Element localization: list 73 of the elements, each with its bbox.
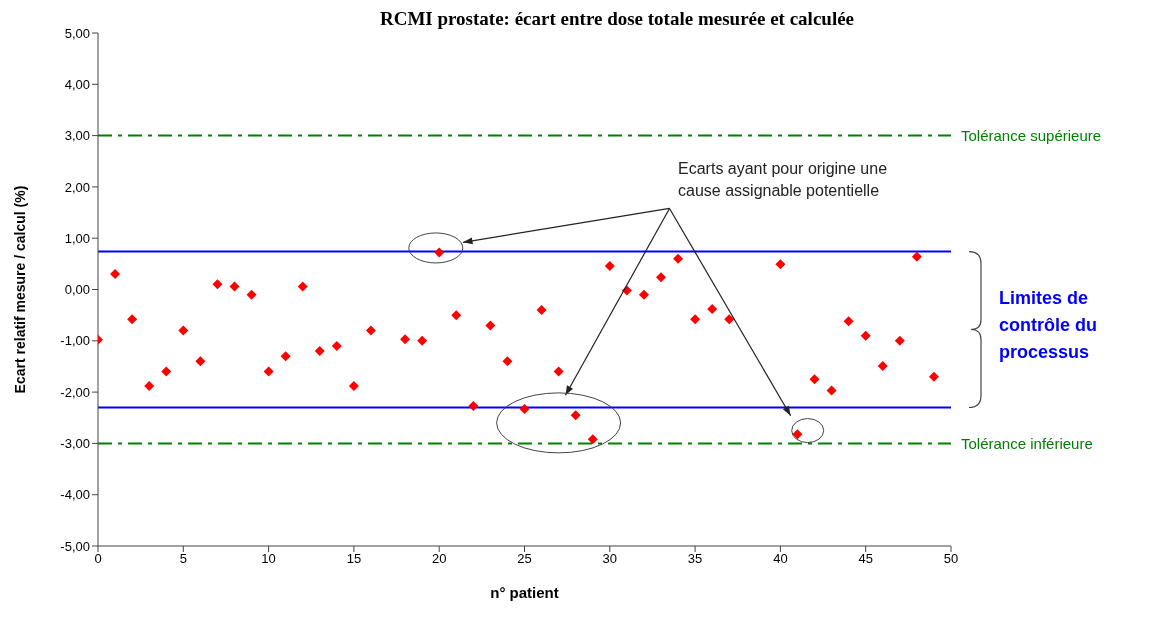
point	[707, 303, 718, 314]
point	[485, 320, 496, 331]
y-tick-label: 2,00	[64, 179, 90, 195]
x-tick-label: 0	[94, 551, 102, 567]
x-tick-label: 45	[858, 551, 873, 567]
point	[161, 366, 172, 377]
x-tick-label: 15	[346, 551, 362, 567]
y-tick-label: 0,00	[64, 282, 90, 298]
x-tick-label: 5	[179, 551, 187, 567]
point	[229, 281, 240, 292]
point	[843, 316, 854, 327]
y-tick-label: -1,00	[60, 333, 90, 349]
x-tick-label: 30	[602, 551, 618, 567]
point	[468, 400, 479, 411]
point	[195, 356, 206, 367]
point	[331, 340, 342, 351]
x-tick-label: 25	[517, 551, 532, 567]
point	[826, 385, 837, 396]
x-tick-label: 50	[943, 551, 959, 567]
point	[365, 325, 376, 336]
point	[451, 310, 462, 321]
x-axis-title: n° patient	[490, 584, 559, 601]
point	[604, 260, 615, 271]
point	[502, 356, 513, 367]
annotation: Ecarts ayant pour origine une cause assignable potentielle	[678, 159, 888, 199]
x-tick-label: 40	[773, 551, 788, 567]
y-tick-label: -3,00	[60, 436, 90, 452]
x-tick-label: 20	[431, 551, 447, 567]
text: Limites de contrôle du processus	[999, 287, 1097, 362]
point	[280, 351, 291, 362]
point	[297, 281, 308, 292]
point	[570, 410, 581, 421]
point	[877, 360, 888, 371]
point	[775, 259, 786, 270]
y-tick-label: 4,00	[64, 76, 90, 92]
point	[553, 366, 564, 377]
ref-line-label: Tolérance inférieure	[961, 434, 1093, 452]
point	[434, 247, 445, 258]
point	[655, 272, 666, 283]
point	[519, 404, 530, 415]
point	[144, 380, 155, 391]
point	[246, 289, 257, 300]
point	[110, 269, 121, 280]
y-tick-label: -4,00	[60, 487, 90, 503]
point	[417, 335, 428, 346]
point	[400, 334, 411, 345]
x-tick-label: 35	[687, 551, 703, 567]
chart-title: RCMI prostate: écart entre dose totale mesurée et calculée	[379, 8, 855, 29]
point	[809, 374, 820, 385]
y-tick-label: 1,00	[64, 230, 90, 246]
point	[127, 314, 138, 325]
point	[673, 253, 684, 264]
point	[212, 279, 223, 290]
y-tick-label: -5,00	[60, 538, 90, 554]
point	[638, 289, 649, 300]
point	[860, 330, 871, 341]
point	[724, 314, 735, 325]
y-tick-label: 3,00	[64, 128, 90, 144]
y-tick-label: 5,00	[64, 25, 90, 41]
point	[178, 325, 189, 336]
point	[263, 366, 274, 377]
y-axis-title: Ecart relatif mesure / calcul (%)	[11, 185, 28, 394]
point	[348, 380, 359, 391]
point	[314, 346, 325, 357]
ref-line-label: Tolérance supérieure	[961, 126, 1102, 144]
point	[911, 251, 922, 262]
point	[894, 335, 905, 346]
x-tick-label: 10	[261, 551, 276, 567]
point	[928, 371, 939, 382]
point	[587, 434, 598, 445]
y-tick-label: -2,00	[60, 384, 90, 400]
point	[536, 305, 547, 316]
point	[690, 314, 701, 325]
